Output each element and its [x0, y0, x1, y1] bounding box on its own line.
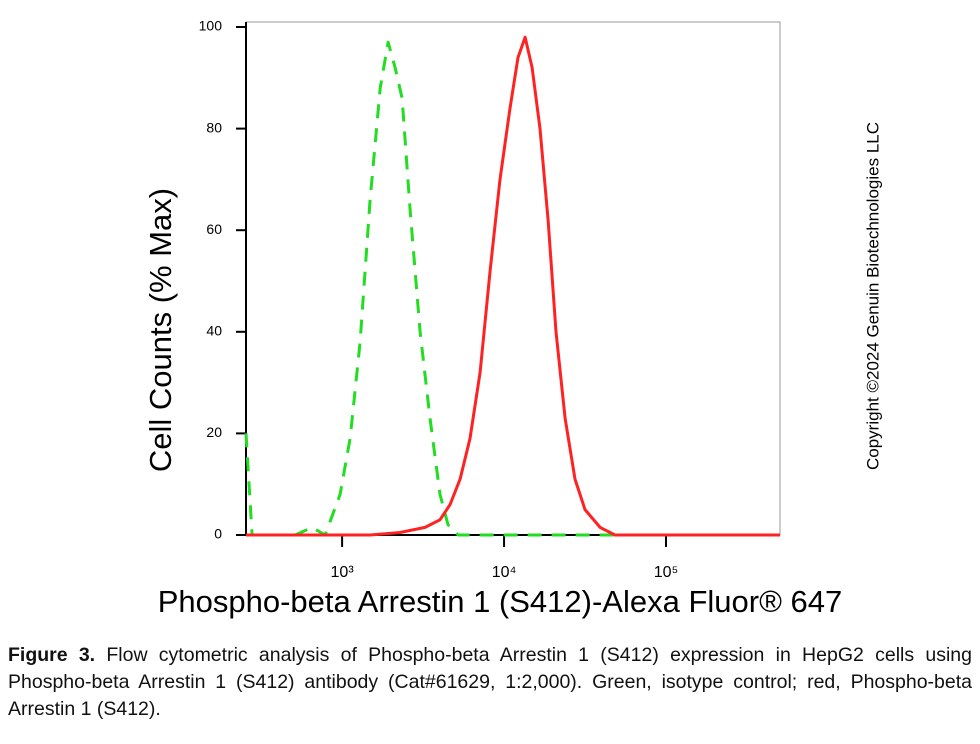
- caption-text: Flow cytometric analysis of Phospho-beta…: [8, 644, 972, 720]
- copyright: Copyright ©2024 Genuin Biotechnologies L…: [863, 122, 882, 470]
- y-tick-label: 80: [206, 119, 222, 135]
- x-tick-label: 10³: [331, 564, 355, 581]
- chart: Cell Counts (% Max) Phospho-beta Arresti…: [143, 18, 882, 619]
- series-line: [244, 40, 780, 537]
- x-tick-label: 10⁴: [492, 564, 517, 581]
- y-tick-label: 0: [214, 526, 222, 542]
- y-axis-label: Cell Counts (% Max): [143, 188, 178, 472]
- plot-frame: [245, 21, 781, 536]
- x-tick-label: 10⁵: [654, 564, 678, 581]
- series-line: [246, 35, 780, 537]
- y-tick-label: 100: [199, 18, 223, 34]
- y-tick-label: 60: [206, 221, 222, 237]
- y-tick-label: 40: [206, 323, 222, 339]
- x-axis-label: Phospho-beta Arrestin 1 (S412)-Alexa Flu…: [158, 584, 843, 619]
- caption-label: Figure 3.: [8, 644, 96, 666]
- caption: Figure 3. Flow cytometric analysis of Ph…: [8, 642, 972, 723]
- y-tick-label: 20: [206, 424, 222, 440]
